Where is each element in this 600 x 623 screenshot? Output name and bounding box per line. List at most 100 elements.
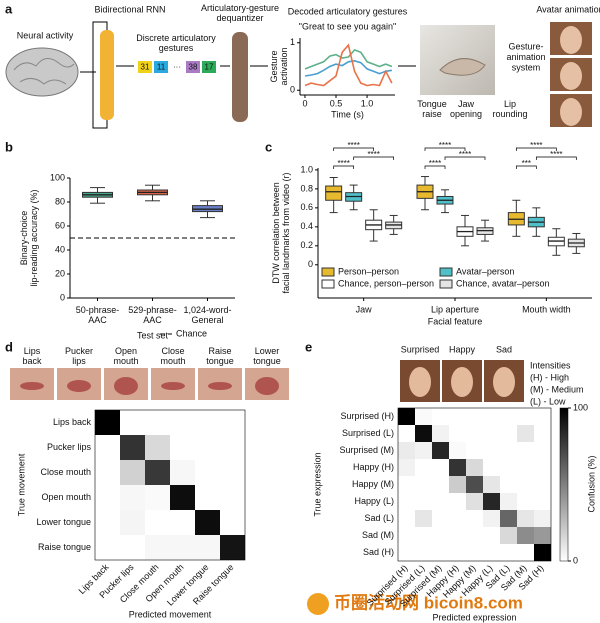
brain [5, 47, 79, 97]
face-label: Surprised [401, 344, 440, 354]
heat-cell [466, 408, 483, 425]
x-tick-label: 50-phrase-AAC [76, 305, 120, 325]
y-tick-label: 0 [60, 292, 65, 302]
heat-cell [170, 435, 195, 460]
heat-cell [95, 510, 120, 535]
sig-bracket [333, 147, 375, 151]
legend-label: Chance, person–person [338, 278, 434, 288]
heat-cell [398, 510, 415, 527]
legend-label: Avatar–person [456, 266, 514, 276]
token-box [138, 61, 152, 73]
heat-cell [466, 544, 483, 561]
legend-label: Chance [176, 328, 207, 338]
heat-cell [398, 544, 415, 561]
y-tick-label: 0.4 [300, 221, 313, 231]
token-box [202, 61, 216, 73]
box [325, 185, 343, 201]
row-label: Sad (H) [363, 547, 394, 557]
heat-cell [398, 459, 415, 476]
heat-cell [145, 510, 170, 535]
row-label: Happy (M) [352, 479, 394, 489]
heat-cell [95, 435, 120, 460]
y-tick-label: 0.2 [300, 240, 313, 250]
x-axis-label: Predicted movement [129, 609, 212, 619]
heat-cell [483, 476, 500, 493]
heat-cell [145, 435, 170, 460]
mouth-shape [439, 58, 486, 76]
heat-cell [500, 408, 517, 425]
colorbar [559, 407, 569, 562]
y-tick-label: 0.8 [300, 183, 313, 193]
heat-cell [120, 435, 145, 460]
heat-cell [398, 476, 415, 493]
heat-cell [220, 510, 245, 535]
sig-label: *** [522, 159, 531, 168]
gesture-label: Jaw opening [450, 99, 482, 119]
token-box [154, 61, 168, 73]
heat-cell [432, 476, 449, 493]
heat-cell [432, 493, 449, 510]
photo-label: Pucker lips [65, 346, 93, 366]
heat-cell [195, 460, 220, 485]
row-label: Sad (M) [362, 530, 394, 540]
heat-cell [449, 527, 466, 544]
sig-label: **** [439, 141, 451, 150]
panel-label: c [265, 139, 272, 154]
recurrence [92, 21, 108, 129]
row-label: Raise tongue [38, 542, 91, 552]
avatar-face [560, 98, 582, 126]
heat-cell [195, 535, 220, 560]
row-label: Lips back [53, 417, 92, 427]
heat-cell [170, 535, 195, 560]
panel-label: d [5, 339, 13, 354]
sig-label: **** [347, 141, 359, 150]
avatar-face [560, 62, 582, 90]
heat-frame [94, 409, 246, 561]
sig-bracket [515, 165, 537, 169]
heat-cell [449, 459, 466, 476]
legend-label: Chance, avatar–person [456, 278, 550, 288]
heat-cell [466, 459, 483, 476]
face [493, 367, 515, 397]
legend-swatch [321, 279, 335, 289]
heat-cell [195, 435, 220, 460]
y-tick-label: 100 [50, 172, 65, 182]
heat-cell [95, 410, 120, 435]
token: 11 [157, 63, 166, 72]
heat-cell [415, 408, 432, 425]
sig-bracket [333, 165, 355, 169]
heat-cell [517, 544, 534, 561]
sig-bracket [353, 156, 395, 160]
heat-cell [415, 459, 432, 476]
heat-cell [534, 527, 551, 544]
heat-cell [120, 410, 145, 435]
x-tick-label: Lip aperture [431, 304, 479, 314]
heat-cell [145, 535, 170, 560]
token: 38 [189, 63, 198, 72]
heat-cell [120, 485, 145, 510]
heat-cell [170, 485, 195, 510]
heat-cell [466, 493, 483, 510]
heat-cell [432, 408, 449, 425]
heat-cell [483, 442, 500, 459]
heat-cell [466, 476, 483, 493]
lips [161, 382, 185, 390]
heat-cell [517, 425, 534, 442]
heat-cell [398, 527, 415, 544]
lips [20, 382, 44, 390]
heat-cell [534, 459, 551, 476]
lips [67, 380, 91, 392]
x-tick-label: Mouth width [522, 304, 571, 314]
heat-cell [500, 527, 517, 544]
dequantizer-block [232, 32, 248, 122]
heat-cell [220, 410, 245, 435]
row-label: Surprised (L) [342, 428, 394, 438]
heat-cell [483, 408, 500, 425]
watermark: 币圈活动网 bicoin8.com [334, 592, 523, 612]
heat-cell [415, 544, 432, 561]
heat-cell [120, 535, 145, 560]
heat-cell [398, 425, 415, 442]
token-box [186, 61, 200, 73]
watermark-logo [307, 593, 329, 615]
